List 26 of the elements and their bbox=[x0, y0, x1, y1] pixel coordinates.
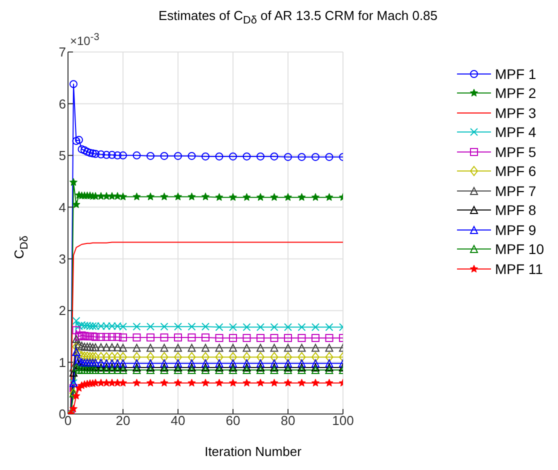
legend-label: MPF 10 bbox=[494, 241, 544, 258]
x-tick-label: 100 bbox=[332, 413, 354, 428]
x-tick-label: 60 bbox=[226, 413, 240, 428]
legend-label: MPF 6 bbox=[494, 163, 536, 180]
legend-label: MPF 1 bbox=[494, 66, 536, 82]
y-tick-label: 3 bbox=[58, 251, 66, 266]
y-tick-label: 2 bbox=[58, 303, 66, 318]
legend-label: MPF 11 bbox=[494, 260, 543, 277]
y-tick-label: 1 bbox=[58, 354, 66, 370]
legend-label: MPF 3 bbox=[494, 104, 536, 121]
y-tick-label: 7 bbox=[58, 44, 66, 60]
x-tick-label: 40 bbox=[170, 413, 186, 428]
legend-label: MPF 8 bbox=[494, 202, 536, 218]
x-axis-title: Iteration Number bbox=[204, 444, 302, 459]
legend-label: MPF 5 bbox=[494, 144, 536, 160]
legend-label: MPF 7 bbox=[494, 182, 536, 199]
legend-label: MPF 2 bbox=[494, 85, 536, 102]
legend-label: MPF 9 bbox=[494, 222, 536, 238]
chart-title: Estimates of C$_{D}$$_{δ}$ of AR 13.5 CRM for Mach 0.85 bbox=[157, 8, 439, 28]
y-tick-label: 5 bbox=[58, 148, 66, 164]
x-tick-label: 20 bbox=[116, 413, 130, 428]
legend-label: MPF 4 bbox=[494, 124, 536, 140]
x-tick-label: 80 bbox=[280, 413, 296, 428]
y-tick-label: 6 bbox=[58, 96, 66, 112]
text: ×10$^{-3}$ bbox=[70, 32, 100, 48]
y-tick-label: 4 bbox=[58, 200, 66, 215]
